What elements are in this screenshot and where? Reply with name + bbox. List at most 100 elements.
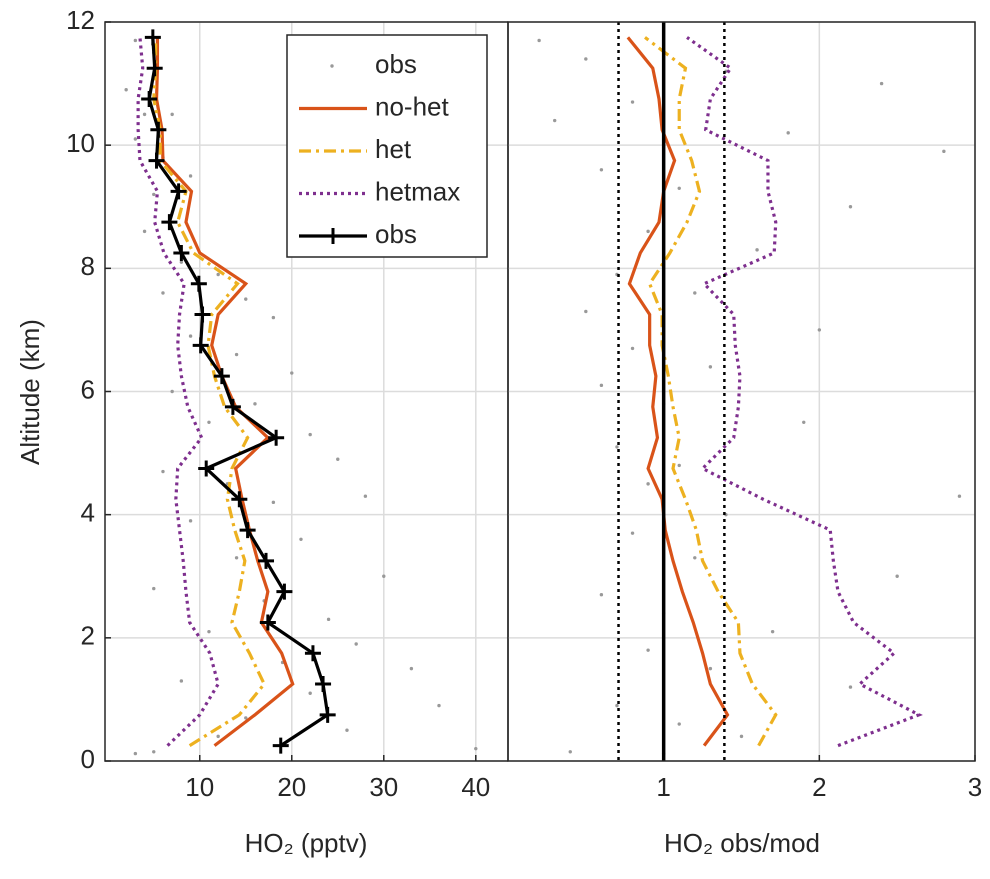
x-tick-label: 2 [812, 772, 826, 802]
legend-label: obs [375, 49, 417, 79]
x-tick-label: 1 [656, 772, 670, 802]
scatter-point [345, 728, 349, 732]
profile-marker [319, 706, 336, 723]
scatter-point [848, 205, 853, 209]
scatter-point [216, 734, 220, 739]
scatter-point [124, 88, 128, 92]
profile-marker [198, 460, 215, 477]
legend-marker [325, 228, 341, 244]
profile-marker [194, 306, 211, 323]
scatter-point [271, 500, 276, 505]
legend-marker [330, 64, 334, 68]
x-tick-label: 40 [461, 772, 490, 802]
scatter-point [133, 137, 138, 141]
profile-marker [258, 552, 275, 569]
scatter-point [568, 750, 572, 754]
scatter-point [188, 334, 193, 338]
profile-marker [213, 368, 230, 385]
profile-marker [268, 429, 285, 446]
scatter-point [630, 531, 635, 535]
y-tick-label: 12 [66, 5, 95, 35]
scatter-point [216, 272, 220, 277]
profile-marker [141, 90, 158, 107]
scatter-point [895, 574, 899, 578]
legend-label: het [375, 134, 412, 164]
scatter-point [382, 574, 386, 578]
scatter-point [739, 734, 744, 739]
plot-frame [507, 21, 976, 762]
profile-marker [173, 244, 190, 261]
profile-line [626, 36, 730, 747]
scatter-point [207, 420, 211, 424]
profile-marker [231, 491, 248, 508]
y-tick-label: 0 [81, 744, 95, 774]
profile-line [136, 37, 220, 747]
scatter-point [244, 297, 248, 301]
scatter-point [152, 586, 156, 591]
scatter-point [693, 291, 697, 295]
scatter-point [308, 691, 312, 695]
scatter-point [299, 537, 303, 541]
scatter-point [207, 629, 211, 634]
scatter-point [326, 617, 331, 622]
profile-marker [315, 676, 332, 693]
scatter-point [234, 556, 239, 560]
profile-marker [170, 183, 187, 200]
scatter-point [942, 149, 946, 154]
scatter-point [244, 716, 248, 720]
y-tick-label: 6 [81, 374, 95, 404]
scatter-point [354, 642, 358, 646]
scatter-point [817, 328, 822, 332]
scatter-point [646, 482, 650, 486]
scatter-point [179, 679, 184, 683]
scatter-point [957, 494, 962, 498]
scatter-point [161, 291, 165, 295]
scatter-point [802, 420, 806, 424]
scatter-point [188, 519, 193, 523]
scatter-point [142, 229, 147, 234]
profile-marker [304, 645, 321, 662]
scatter-point [770, 629, 775, 634]
legend-box [286, 34, 488, 258]
scatter-point [708, 365, 713, 369]
profile-marker [259, 614, 276, 631]
scatter-point [677, 722, 681, 726]
scatter-point [553, 118, 557, 123]
scatter-point [152, 750, 156, 754]
y-axis-label: Altitude (km) [15, 319, 45, 465]
profile-marker [239, 522, 256, 539]
scatter-point [474, 746, 478, 751]
scatter-point [786, 131, 790, 135]
x-tick-label: 20 [277, 772, 306, 802]
scatter-point [646, 229, 650, 234]
profile-marker [150, 121, 167, 138]
y-tick-label: 10 [66, 128, 95, 158]
legend-label: hetmax [375, 176, 460, 206]
scatter-point [409, 666, 414, 671]
scatter-point [363, 494, 368, 498]
legend-label: obs [375, 219, 417, 249]
scatter-point [437, 703, 441, 708]
scatter-point [615, 445, 619, 449]
profile-marker [224, 398, 241, 415]
scatter-point [630, 346, 635, 351]
scatter-point [630, 100, 635, 104]
scatter-point [152, 192, 156, 197]
scatter-point [755, 248, 759, 252]
scatter-point [677, 186, 681, 190]
x-tick-label: 3 [968, 772, 982, 802]
scatter-point [133, 751, 138, 756]
x-tick-label: 30 [369, 772, 398, 802]
scatter-point [336, 457, 340, 461]
scatter-point [677, 463, 681, 468]
profile-marker [148, 152, 165, 169]
scatter-point [188, 174, 193, 178]
scatter-point [253, 402, 257, 406]
profile-marker [146, 60, 163, 77]
profile-marker [276, 583, 293, 600]
scatter-point [599, 593, 604, 597]
profile-marker [192, 337, 209, 354]
profile-marker [144, 29, 161, 46]
